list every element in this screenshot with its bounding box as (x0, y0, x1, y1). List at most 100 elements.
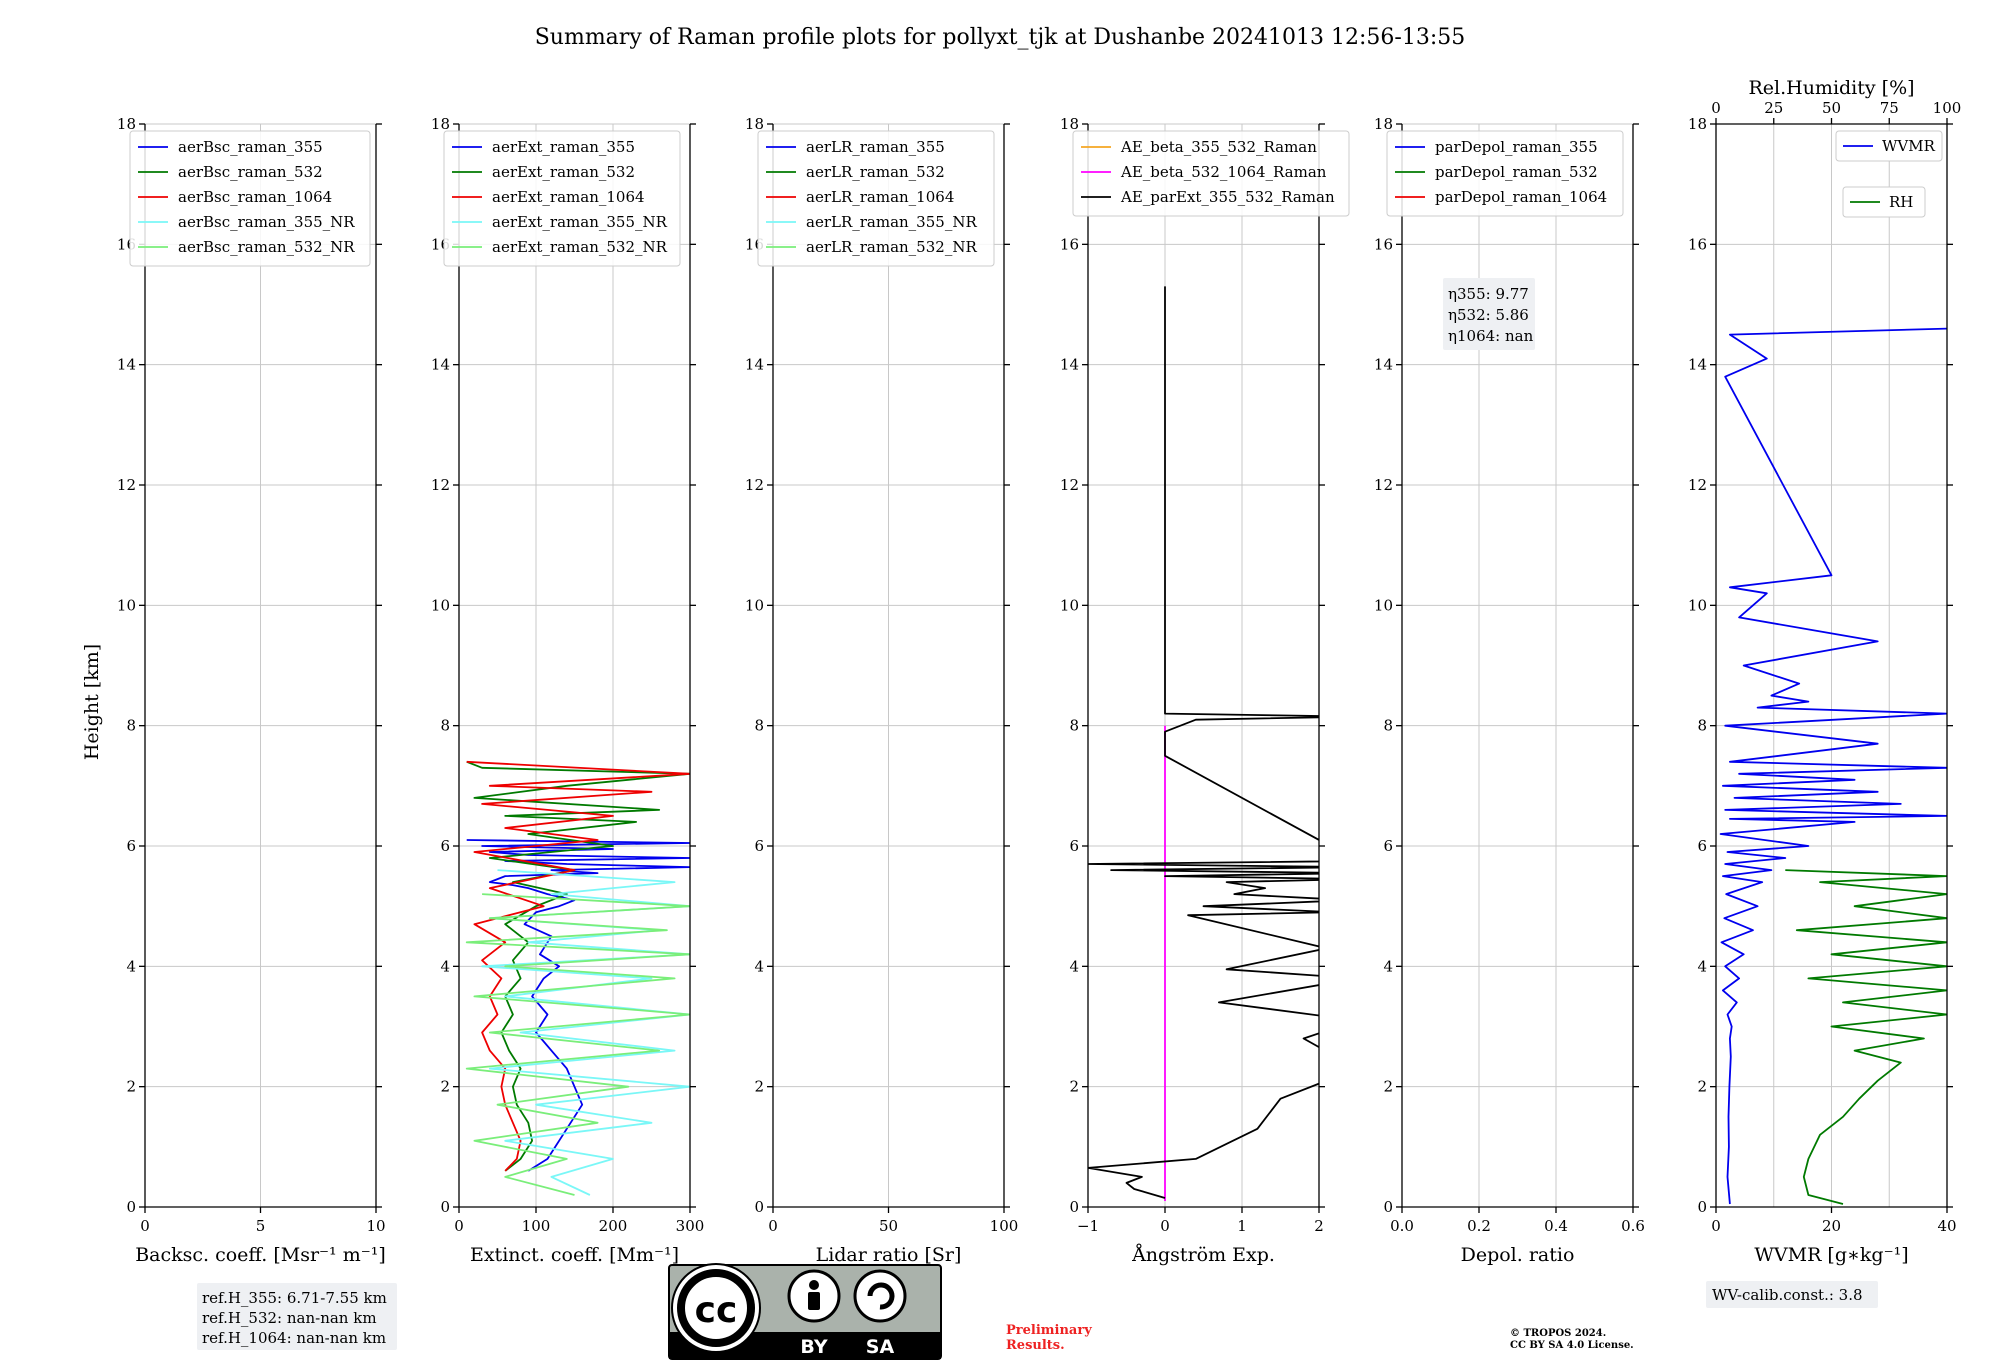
y-tick-label: 8 (754, 717, 764, 735)
y-tick-label: 10 (431, 596, 450, 614)
top-x-tick-label: 50 (1822, 99, 1841, 117)
top-x-tick-label: 25 (1764, 99, 1783, 117)
preliminary-text: Results. (1006, 1338, 1065, 1353)
x-tick-label: 1 (1237, 1217, 1247, 1235)
preliminary-text: Preliminary (1006, 1323, 1092, 1338)
sa-label: SA (866, 1336, 895, 1358)
panel-depolarization: 0 2 4 6 8 10 12 14 16 18 0.0 0.2 0.4 0.6 Depol. ratio p… (1374, 115, 1645, 1266)
y-tick-label: 18 (431, 115, 450, 133)
ref-height-text: ref.H_1064: nan-nan km (202, 1329, 386, 1347)
y-tick-label: 0 (126, 1198, 136, 1216)
legend-label: aerBsc_raman_532_NR (178, 238, 355, 256)
sa-icon-circle (853, 1269, 907, 1323)
y-tick-label: 12 (1060, 476, 1079, 494)
legend-label: aerExt_raman_355 (492, 138, 635, 156)
legend-label: RH (1889, 193, 1913, 211)
x-axis-label: Backsc. coeff. [Msr⁻¹ m⁻¹] (135, 1244, 386, 1266)
y-tick-label: 10 (117, 596, 136, 614)
by-icon-head (809, 1280, 819, 1290)
y-tick-label: 6 (1069, 837, 1079, 855)
y-tick-label: 0 (1069, 1198, 1079, 1216)
legend-label: aerExt_raman_532_NR (492, 238, 668, 256)
y-tick-label: 14 (1060, 356, 1079, 374)
ref-height-text: ref.H_355: 6.71-7.55 km (202, 1289, 387, 1307)
x-tick-label: 20 (1822, 1217, 1841, 1235)
eta-text: η532: 5.86 (1448, 306, 1529, 324)
eta-text: η355: 9.77 (1448, 285, 1529, 303)
series-line-aerExt_raman_532_NR (465, 893, 690, 1196)
ref-heights-box (197, 1283, 397, 1350)
y-tick-label: 18 (1374, 115, 1393, 133)
y-tick-label: 18 (1060, 115, 1079, 133)
y-tick-label: 4 (1383, 957, 1393, 975)
ref-height-text: ref.H_532: nan-nan km (202, 1309, 377, 1327)
by-icon-body (808, 1292, 820, 1310)
y-tick-label: 10 (745, 596, 764, 614)
y-tick-label: 2 (126, 1078, 136, 1096)
x-tick-label: 0.2 (1467, 1217, 1491, 1235)
y-tick-label: 16 (1060, 235, 1079, 253)
x-axis-label: Lidar ratio [Sr] (816, 1244, 962, 1266)
x-tick-label: 0 (768, 1217, 778, 1235)
y-tick-label: 4 (126, 957, 136, 975)
legend-label: parDepol_raman_1064 (1435, 188, 1607, 206)
y-tick-label: 4 (754, 957, 764, 975)
x-tick-label: 0 (140, 1217, 150, 1235)
x-tick-label: 5 (256, 1217, 266, 1235)
y-tick-label: 6 (1383, 837, 1393, 855)
series-line-AE_parExt_355_532_Raman (1088, 286, 1319, 1199)
y-tick-label: 10 (1688, 596, 1707, 614)
y-tick-label: 0 (440, 1198, 450, 1216)
legend-box (1072, 130, 1350, 217)
top-x-axis-label: Rel.Humidity [%] (1748, 77, 1914, 99)
y-tick-label: 8 (126, 717, 136, 735)
top-x-tick-label: 75 (1880, 99, 1899, 117)
legend-box (129, 130, 371, 267)
y-tick-label: 2 (1383, 1078, 1393, 1096)
y-tick-label: 6 (754, 837, 764, 855)
y-tick-label: 2 (1069, 1078, 1079, 1096)
x-axis-label: WVMR [g∗kg⁻¹] (1754, 1244, 1908, 1266)
wv-calib-text: WV-calib.const.: 3.8 (1712, 1286, 1863, 1304)
y-tick-label: 2 (1697, 1078, 1707, 1096)
sa-icon-arrow (867, 1282, 895, 1310)
y-tick-label: 10 (1060, 596, 1079, 614)
x-tick-label: 40 (1937, 1217, 1956, 1235)
y-tick-label: 10 (1374, 596, 1393, 614)
series-line-aerExt_raman_355 (466, 839, 690, 1172)
legend-box (443, 130, 681, 267)
y-tick-label: 12 (745, 476, 764, 494)
y-tick-label: 0 (1697, 1198, 1707, 1216)
y-tick-label: 6 (126, 837, 136, 855)
x-tick-label: 300 (676, 1217, 705, 1235)
y-tick-label: 14 (1688, 356, 1707, 374)
legend-label: AE_beta_355_532_Raman (1120, 138, 1317, 156)
y-tick-label: 12 (1374, 476, 1393, 494)
x-tick-label: 2 (1314, 1217, 1324, 1235)
series-group (465, 760, 690, 1196)
legend-box-wvmr (1835, 130, 1943, 162)
legend-label: aerExt_raman_532 (492, 163, 635, 181)
legend-label: aerBsc_raman_1064 (178, 188, 332, 206)
series-group (1719, 327, 1947, 1205)
y-tick-label: 16 (1688, 235, 1707, 253)
y-tick-label: 8 (440, 717, 450, 735)
legend-box (757, 130, 995, 267)
y-tick-label: 4 (1069, 957, 1079, 975)
y-tick-label: 14 (431, 356, 450, 374)
y-tick-label: 0 (754, 1198, 764, 1216)
y-tick-label: 14 (1374, 356, 1393, 374)
copyright-text: CC BY SA 4.0 License. (1510, 1340, 1634, 1351)
legend-label: aerLR_raman_355 (806, 138, 945, 156)
y-tick-label: 18 (745, 115, 764, 133)
y-tick-label: 8 (1383, 717, 1393, 735)
y-tick-label: 8 (1697, 717, 1707, 735)
x-axis-label: Extinct. coeff. [Mm⁻¹] (470, 1244, 679, 1266)
cc-ring (677, 1269, 755, 1347)
legend-label: aerLR_raman_532_NR (806, 238, 977, 256)
